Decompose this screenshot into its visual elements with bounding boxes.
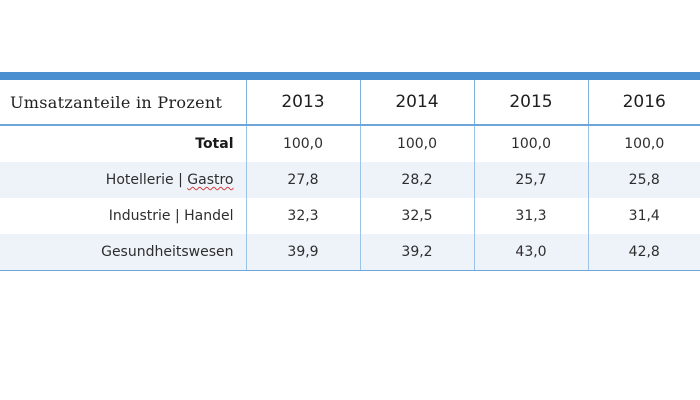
column-header-year: 2015 bbox=[474, 80, 589, 126]
row-label: Gesundheitswesen bbox=[0, 234, 247, 271]
table-cell: 100,0 bbox=[246, 125, 361, 162]
row-label: Hotellerie | Gastro bbox=[0, 162, 247, 198]
table-row-gesundheitswesen: Gesundheitswesen 39,9 39,2 43,0 42,8 bbox=[0, 234, 700, 271]
column-header-year: 2016 bbox=[588, 80, 700, 126]
column-header-year: 2014 bbox=[360, 80, 475, 126]
table-row-total: Total 100,0 100,0 100,0 100,0 bbox=[0, 125, 700, 162]
table-cell: 39,9 bbox=[246, 234, 361, 271]
table-cell: 32,3 bbox=[246, 198, 361, 234]
table-cell: 28,2 bbox=[360, 162, 475, 198]
revenue-share-table: Umsatzanteile in Prozent 2013 2014 2015 … bbox=[0, 80, 700, 271]
table-cell: 25,7 bbox=[474, 162, 589, 198]
table-header-row: Umsatzanteile in Prozent 2013 2014 2015 … bbox=[0, 80, 700, 126]
table-cell: 27,8 bbox=[246, 162, 361, 198]
revenue-share-table-container: Umsatzanteile in Prozent 2013 2014 2015 … bbox=[0, 72, 700, 271]
table-header-label: Umsatzanteile in Prozent bbox=[0, 80, 247, 126]
table-cell: 42,8 bbox=[588, 234, 700, 271]
spellcheck-flagged-word: Gastro bbox=[187, 172, 234, 188]
table-cell: 100,0 bbox=[474, 125, 589, 162]
table-cell: 43,0 bbox=[474, 234, 589, 271]
column-header-year: 2013 bbox=[246, 80, 361, 126]
table-cell: 31,4 bbox=[628, 208, 660, 224]
table-cell: 31,3 bbox=[474, 198, 589, 234]
table-row-industrie-handel: Industrie | Handel 32,3 32,5 31,3 31,4 bbox=[0, 198, 700, 234]
table-cell: 32,5 bbox=[360, 198, 475, 234]
table-cell: 25,8 bbox=[588, 162, 700, 198]
table-cell: 100,0 bbox=[360, 125, 475, 162]
table-top-accent-bar bbox=[0, 72, 700, 80]
table-row-hotellerie-gastro: Hotellerie | Gastro 27,8 28,2 25,7 25,8 bbox=[0, 162, 700, 198]
table-cell: 39,2 bbox=[360, 234, 475, 271]
row-label: Industrie | Handel bbox=[0, 198, 247, 234]
row-label-part: Hotellerie | bbox=[105, 172, 188, 188]
table-cell: 100,0 bbox=[624, 136, 665, 152]
row-label: Total bbox=[0, 125, 247, 162]
